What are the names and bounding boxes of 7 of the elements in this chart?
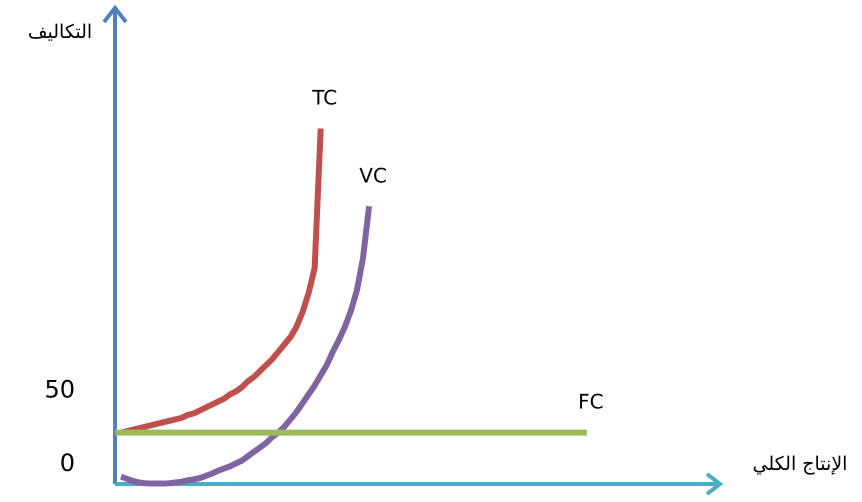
series-label: TC [311,85,338,110]
y-tick-label: 50 [44,376,75,404]
series-label: FC [578,390,604,414]
y-tick-label: 0 [60,449,75,478]
series-label: VC [359,163,387,188]
x-axis-title: الإنتاج الكلي [752,453,848,475]
y-axis-title: التكاليف [28,21,92,43]
